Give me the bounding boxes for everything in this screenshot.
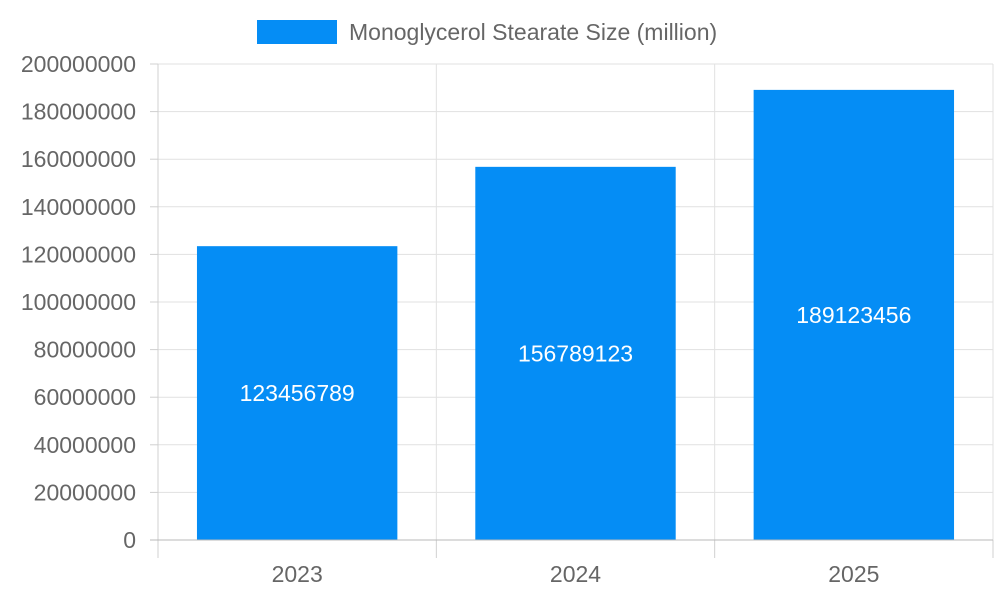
x-tick-label: 2024	[550, 561, 601, 587]
y-tick-label: 180000000	[21, 99, 136, 125]
y-tick-label: 160000000	[21, 146, 136, 172]
y-tick-label: 0	[123, 527, 136, 553]
y-tick-label: 80000000	[34, 337, 136, 363]
x-tick-label: 2023	[272, 561, 323, 587]
y-tick-label: 120000000	[21, 241, 136, 267]
bar-value-label: 189123456	[796, 302, 911, 328]
legend-swatch	[257, 20, 337, 44]
bars	[196, 89, 955, 541]
y-tick-label: 100000000	[21, 289, 136, 315]
bar-2024	[475, 166, 676, 540]
x-tick-label: 2025	[828, 561, 879, 587]
y-tick-label: 140000000	[21, 194, 136, 220]
y-tick-label: 40000000	[34, 432, 136, 458]
bar-value-label: 123456789	[240, 380, 355, 406]
legend-label: Monoglycerol Stearate Size (million)	[349, 19, 717, 45]
y-tick-label: 20000000	[34, 479, 136, 505]
y-tick-label: 60000000	[34, 384, 136, 410]
bar-2023	[196, 246, 398, 540]
bar-value-label: 156789123	[518, 340, 633, 366]
labels: 0 20000000 40000000 60000000 80000000 1000000…	[21, 51, 912, 587]
axes	[150, 63, 994, 558]
y-tick-label: 200000000	[21, 51, 136, 77]
bar-2025	[753, 89, 955, 541]
legend: Monoglycerol Stearate Size (million)	[257, 19, 717, 45]
